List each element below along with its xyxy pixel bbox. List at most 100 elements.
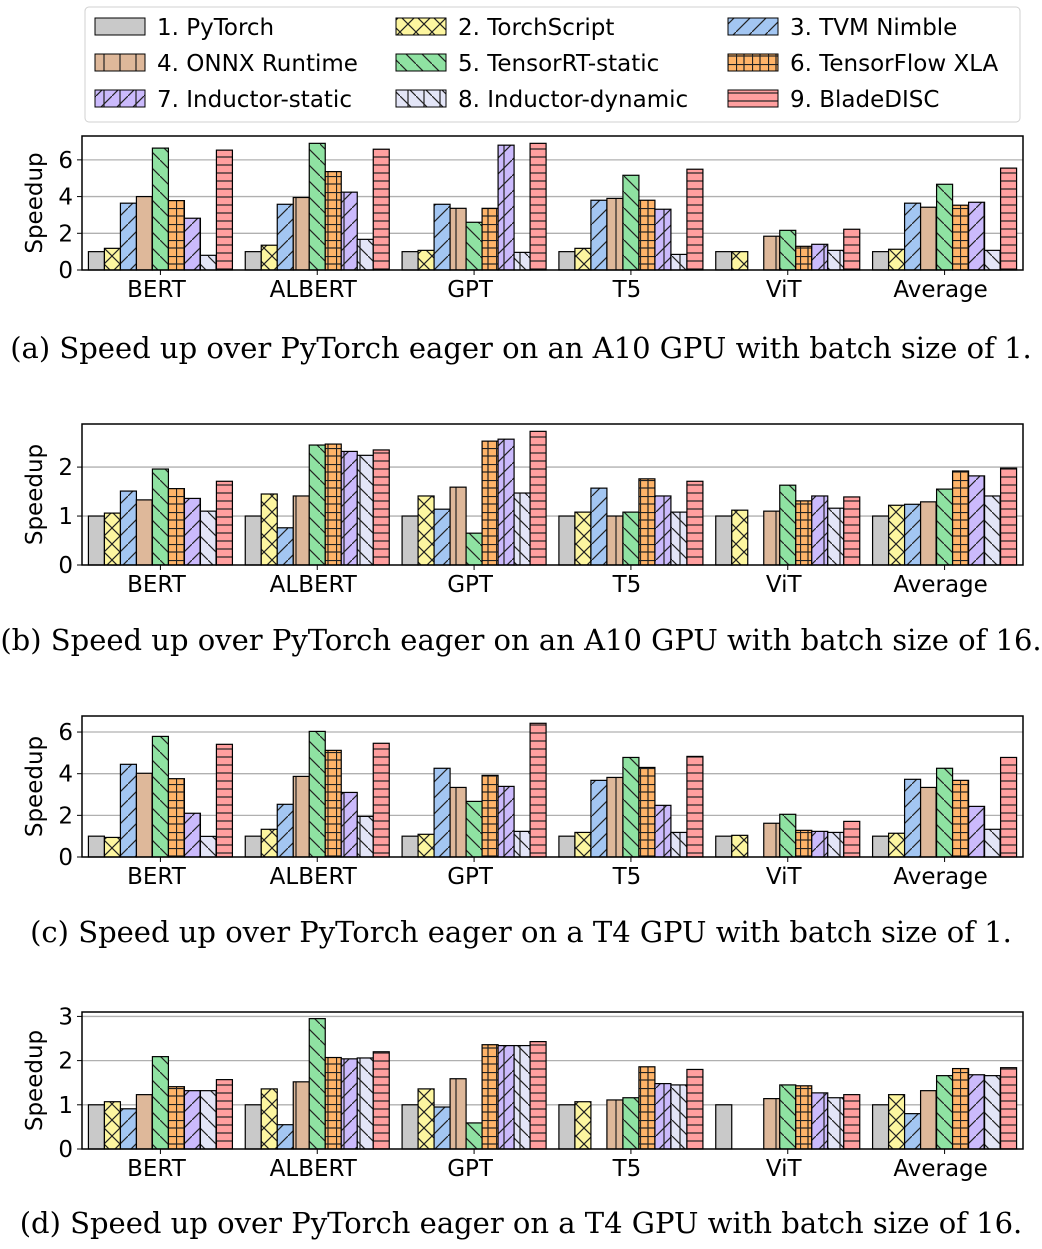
bar-gpt-series-1 bbox=[401, 835, 419, 858]
bar-average-series-6 bbox=[951, 204, 970, 271]
bar-average-series-9 bbox=[999, 467, 1018, 566]
bar-average-series-1 bbox=[871, 515, 890, 566]
bar-average-series-2 bbox=[887, 504, 906, 566]
legend-item: 8. Inductor-dynamic bbox=[395, 87, 688, 113]
bar-vit-series-8 bbox=[827, 249, 845, 271]
bar-gpt-series-7 bbox=[497, 1044, 515, 1150]
bar-gpt-series-1 bbox=[401, 251, 419, 271]
bar-average-series-3 bbox=[903, 778, 922, 858]
panel-caption: (b) Speed up over PyTorch eager on an A1… bbox=[0, 623, 1041, 657]
plot-area bbox=[82, 136, 1023, 270]
bar-vit-series-2 bbox=[731, 509, 749, 566]
bar-average-series-4 bbox=[919, 206, 938, 271]
axes-frame bbox=[81, 135, 1024, 271]
bar-bert-series-5 bbox=[151, 735, 170, 858]
bar-gpt-series-9 bbox=[529, 1041, 547, 1150]
bar-t5-series-7 bbox=[654, 208, 672, 271]
bar-t5-series-5 bbox=[622, 174, 640, 271]
bar-gpt-series-7 bbox=[497, 144, 515, 271]
bar-albert-series-3 bbox=[276, 803, 294, 858]
chart-panel: 0 2 4 6 Speedup BERT ALBERT GPT T5 ViT Average (c) … bbox=[22, 715, 1024, 949]
bar-bert-series-8 bbox=[199, 254, 218, 271]
bar-albert-series-8 bbox=[356, 454, 374, 566]
y-tick-label: 6 bbox=[58, 720, 73, 746]
bar-bert-series-6 bbox=[167, 778, 186, 858]
bar-albert-series-2 bbox=[260, 828, 278, 858]
bar-t5-series-1 bbox=[558, 1104, 576, 1150]
bar-t5-series-7 bbox=[654, 495, 672, 566]
bar-t5-series-3 bbox=[590, 487, 608, 566]
x-tick-label: ALBERT bbox=[270, 572, 358, 598]
bar-vit-series-8 bbox=[827, 831, 845, 858]
chart-panel: 0 1 2 Speedup BERT ALBERT GPT T5 ViT Average (b) S… bbox=[0, 423, 1042, 657]
bar-t5-series-5 bbox=[622, 511, 640, 566]
bar-t5-series-4 bbox=[606, 776, 624, 858]
bar-albert-series-5 bbox=[308, 142, 326, 271]
y-tick-label: 0 bbox=[58, 553, 73, 579]
x-tick-label: Average bbox=[893, 572, 987, 598]
bar-average-series-8 bbox=[983, 828, 1002, 858]
bar-average-series-8 bbox=[983, 495, 1002, 566]
bar-albert-series-8 bbox=[356, 1057, 374, 1150]
x-tick-label: ViT bbox=[766, 572, 803, 598]
y-tick-label: 1 bbox=[58, 1093, 73, 1119]
bar-bert-series-7 bbox=[183, 217, 202, 271]
bar-gpt-series-2 bbox=[417, 1088, 435, 1150]
legend-swatch bbox=[727, 53, 779, 72]
bar-vit-series-1 bbox=[715, 1104, 733, 1150]
bar-gpt-series-3 bbox=[433, 1106, 451, 1150]
bar-gpt-series-3 bbox=[433, 203, 451, 271]
bar-t5-series-8 bbox=[670, 1084, 688, 1150]
y-tick-label: 3 bbox=[58, 1004, 73, 1030]
bar-t5-series-6 bbox=[638, 199, 656, 271]
y-axis-label: Speedup bbox=[22, 152, 48, 253]
bar-albert-series-4 bbox=[292, 775, 310, 858]
y-tick-label: 4 bbox=[58, 185, 73, 211]
bar-vit-series-7 bbox=[811, 830, 829, 858]
legend-swatch bbox=[94, 53, 146, 72]
bar-t5-series-6 bbox=[638, 478, 656, 566]
x-tick-label: GPT bbox=[447, 572, 494, 598]
bar-bert-series-8 bbox=[199, 835, 218, 858]
legend-label: 5. TensorRT-static bbox=[458, 51, 659, 77]
bar-vit-series-2 bbox=[731, 251, 749, 271]
bar-average-series-2 bbox=[887, 1094, 906, 1150]
bar-t5-series-3 bbox=[590, 779, 608, 858]
x-tick-label: BERT bbox=[127, 277, 187, 303]
bar-vit-series-6 bbox=[795, 500, 813, 566]
bar-t5-series-8 bbox=[670, 253, 688, 271]
bar-gpt-series-4 bbox=[449, 1078, 467, 1150]
bar-average-series-8 bbox=[983, 249, 1002, 271]
bar-gpt-series-4 bbox=[449, 486, 467, 566]
x-tick-label: BERT bbox=[127, 864, 187, 890]
bar-t5-series-9 bbox=[686, 755, 704, 858]
chart-panel: 0 2 4 6 Speedup BERT ALBERT GPT T5 ViT Average (a) … bbox=[10, 135, 1032, 365]
x-tick-label: ALBERT bbox=[270, 1156, 358, 1182]
bar-bert-series-3 bbox=[119, 1108, 138, 1150]
bar-t5-series-9 bbox=[686, 1068, 704, 1150]
bar-albert-series-3 bbox=[276, 203, 294, 271]
bar-bert-series-8 bbox=[199, 1090, 218, 1150]
bar-bert-series-1 bbox=[87, 835, 106, 858]
bar-bert-series-9 bbox=[215, 743, 234, 858]
bar-albert-series-9 bbox=[372, 742, 390, 858]
legend-swatch bbox=[395, 17, 447, 36]
bar-vit-series-9 bbox=[843, 820, 861, 858]
bar-average-series-8 bbox=[983, 1075, 1002, 1150]
bar-average-series-2 bbox=[887, 248, 906, 271]
bar-bert-series-2 bbox=[103, 1101, 122, 1150]
bar-albert-series-9 bbox=[372, 449, 390, 566]
bar-gpt-series-6 bbox=[481, 440, 499, 566]
bar-vit-series-6 bbox=[795, 245, 813, 271]
legend-label: 8. Inductor-dynamic bbox=[458, 87, 688, 113]
x-tick-label: Average bbox=[893, 277, 987, 303]
bar-albert-series-4 bbox=[292, 1081, 310, 1150]
bar-vit-series-4 bbox=[763, 1098, 781, 1150]
bar-average-series-2 bbox=[887, 832, 906, 858]
bar-albert-series-6 bbox=[324, 443, 342, 566]
legend-item: 1. PyTorch bbox=[94, 15, 274, 41]
bar-albert-series-1 bbox=[244, 1104, 262, 1150]
legend-item: 3. TVM Nimble bbox=[727, 15, 957, 41]
legend-label: 6. TensorFlow XLA bbox=[790, 51, 999, 77]
